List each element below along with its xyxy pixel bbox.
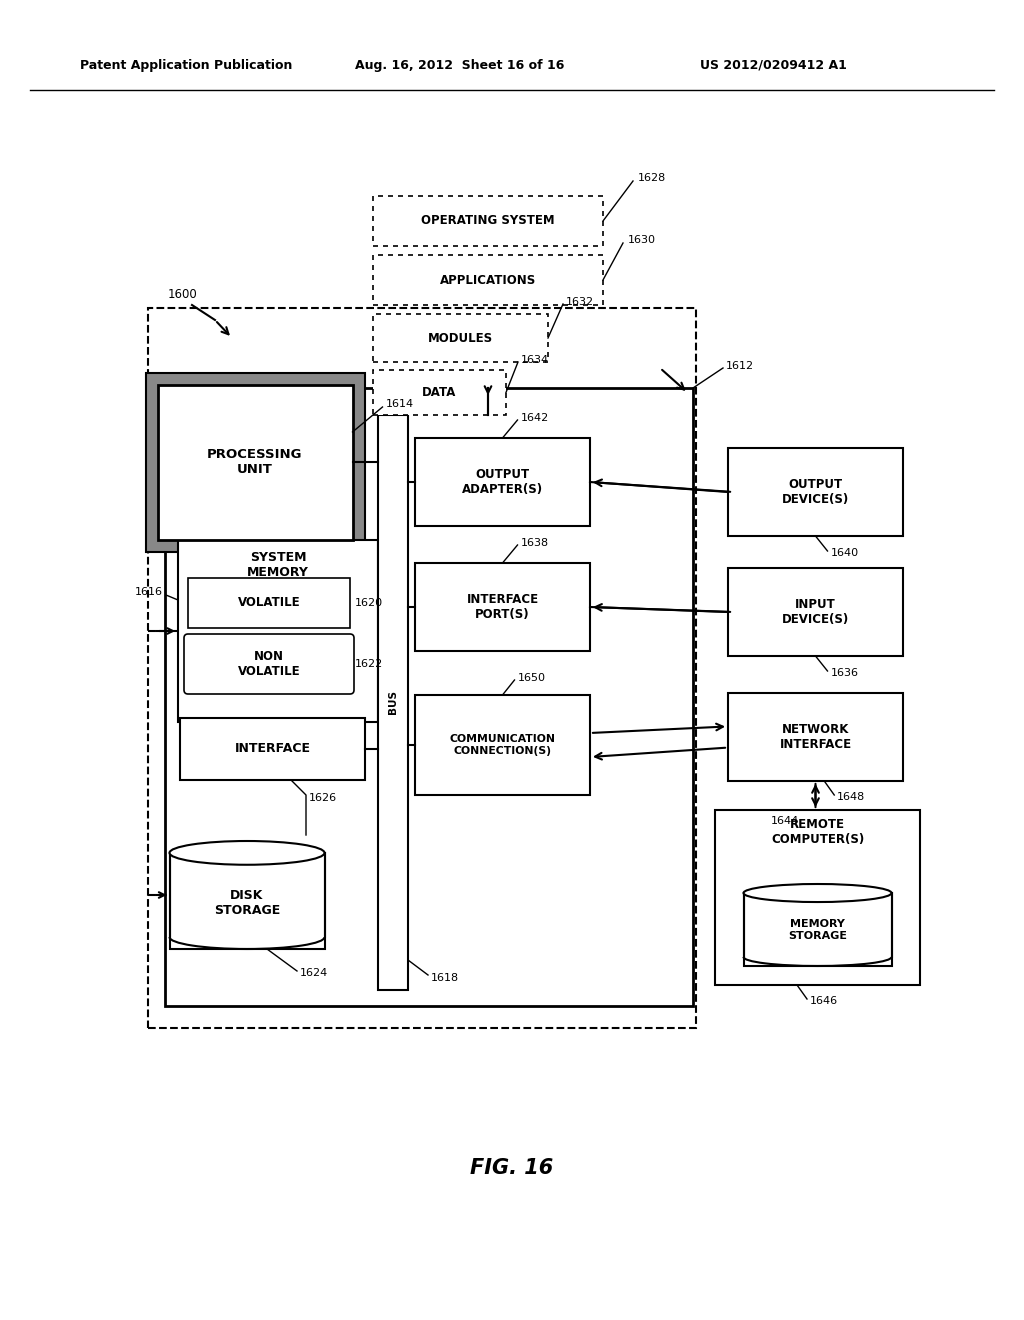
Text: 1620: 1620 <box>355 598 383 609</box>
Text: 1614: 1614 <box>385 399 414 409</box>
Bar <box>373 314 548 362</box>
Text: 1642: 1642 <box>520 413 549 422</box>
Bar <box>188 578 350 628</box>
Text: Patent Application Publication: Patent Application Publication <box>80 58 293 71</box>
Bar <box>178 540 378 722</box>
Text: 1612: 1612 <box>726 360 754 371</box>
Text: 1648: 1648 <box>838 792 865 803</box>
Text: 1600: 1600 <box>168 289 198 301</box>
Bar <box>373 370 506 414</box>
Ellipse shape <box>170 841 325 865</box>
Bar <box>728 447 903 536</box>
Ellipse shape <box>743 884 892 902</box>
Bar <box>378 414 408 990</box>
Text: 1644: 1644 <box>770 816 799 826</box>
Bar <box>170 853 325 949</box>
Text: MEMORY
STORAGE: MEMORY STORAGE <box>788 919 847 941</box>
Text: 1636: 1636 <box>830 668 858 678</box>
Text: INTERFACE
PORT(S): INTERFACE PORT(S) <box>467 593 539 620</box>
Text: 1640: 1640 <box>830 548 859 558</box>
Text: 1624: 1624 <box>300 968 329 978</box>
Text: 1650: 1650 <box>517 673 546 682</box>
Text: NON
VOLATILE: NON VOLATILE <box>238 649 300 678</box>
Text: US 2012/0209412 A1: US 2012/0209412 A1 <box>700 58 847 71</box>
Text: FIG. 16: FIG. 16 <box>470 1158 554 1177</box>
FancyBboxPatch shape <box>184 634 354 694</box>
Bar <box>728 693 903 781</box>
Text: Aug. 16, 2012  Sheet 16 of 16: Aug. 16, 2012 Sheet 16 of 16 <box>355 58 564 71</box>
Text: VOLATILE: VOLATILE <box>238 597 300 610</box>
Text: DISK
STORAGE: DISK STORAGE <box>214 888 281 917</box>
Bar <box>728 568 903 656</box>
Text: 1616: 1616 <box>135 587 163 597</box>
Text: OPERATING SYSTEM: OPERATING SYSTEM <box>421 214 555 227</box>
Text: 1634: 1634 <box>521 355 549 366</box>
Text: COMMUNICATION
CONNECTION(S): COMMUNICATION CONNECTION(S) <box>450 734 555 756</box>
Text: 1622: 1622 <box>355 659 383 669</box>
Text: MODULES: MODULES <box>428 331 494 345</box>
Text: APPLICATIONS: APPLICATIONS <box>440 273 537 286</box>
Text: 1638: 1638 <box>520 539 549 548</box>
Bar <box>415 438 590 525</box>
Bar <box>415 564 590 651</box>
Text: BUS: BUS <box>388 690 398 714</box>
Bar <box>158 384 352 540</box>
Text: INPUT
DEVICE(S): INPUT DEVICE(S) <box>782 598 849 626</box>
Bar <box>373 195 603 246</box>
Text: 1626: 1626 <box>309 793 337 803</box>
Bar <box>415 696 590 795</box>
Text: OUTPUT
ADAPTER(S): OUTPUT ADAPTER(S) <box>462 469 543 496</box>
Text: PROCESSING
UNIT: PROCESSING UNIT <box>207 447 303 477</box>
Bar <box>743 894 892 966</box>
Text: 1628: 1628 <box>638 173 667 183</box>
Bar <box>715 810 920 985</box>
Bar <box>145 372 365 552</box>
Text: 1630: 1630 <box>628 235 656 246</box>
Text: REMOTE
COMPUTER(S): REMOTE COMPUTER(S) <box>771 818 864 846</box>
Text: DATA: DATA <box>422 385 457 399</box>
Bar <box>373 255 603 305</box>
Text: SYSTEM
MEMORY: SYSTEM MEMORY <box>247 550 309 579</box>
Bar <box>165 388 693 1006</box>
Text: OUTPUT
DEVICE(S): OUTPUT DEVICE(S) <box>782 478 849 506</box>
Bar <box>148 308 696 1028</box>
Text: 1632: 1632 <box>566 297 594 308</box>
Text: INTERFACE: INTERFACE <box>234 742 310 755</box>
Text: 1618: 1618 <box>431 973 459 983</box>
Text: NETWORK
INTERFACE: NETWORK INTERFACE <box>779 723 852 751</box>
Bar <box>180 718 365 780</box>
Text: 1646: 1646 <box>810 997 838 1006</box>
